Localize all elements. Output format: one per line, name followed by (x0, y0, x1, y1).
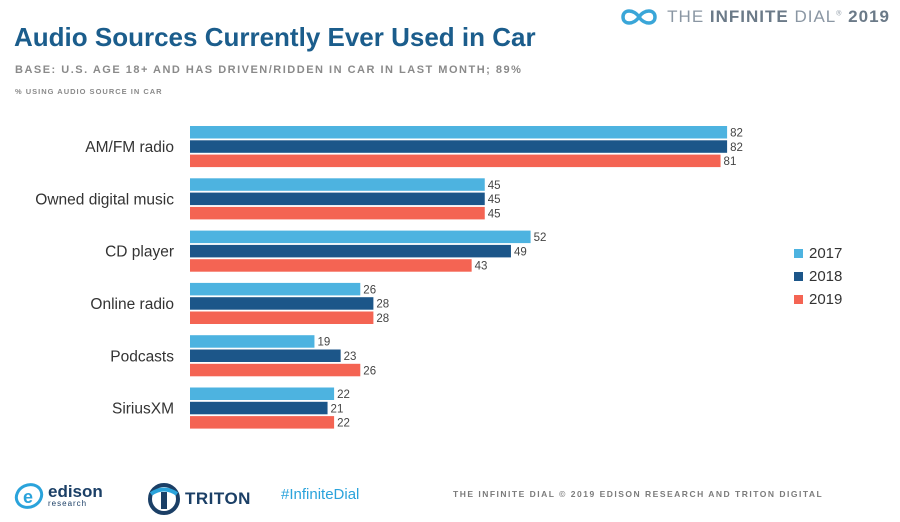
bar-am-fm-radio-2019 (190, 154, 721, 168)
legend-item-2017: 2017 (794, 245, 842, 262)
data-label-siriusxm-2018: 21 (331, 403, 344, 415)
bar-podcasts-2017 (190, 335, 315, 348)
data-label-owned-digital-music-2017: 45 (488, 180, 501, 192)
triton-logo: TRITON (147, 482, 251, 516)
data-label-online-radio-2019: 28 (376, 313, 389, 325)
category-label-owned-digital-music: Owned digital music (35, 191, 174, 208)
category-label-cd-player: CD player (105, 244, 174, 261)
triton-name: TRITON (185, 489, 251, 508)
data-label-am-fm-radio-2018: 82 (730, 142, 743, 154)
edison-sub: research (48, 498, 88, 508)
infinity-icon (621, 9, 657, 25)
chart-title: Audio Sources Currently Ever Used in Car (14, 22, 536, 52)
legend-label-2018: 2018 (809, 268, 843, 285)
category-label-am-fm-radio: AM/FM radio (85, 139, 174, 156)
edison-e-icon: e (14, 483, 44, 509)
copyright: THE INFINITE DIAL © 2019 EDISON RESEARCH… (453, 489, 824, 499)
bar-online-radio-2017 (190, 282, 361, 296)
edison-logo: e edison research (14, 478, 103, 512)
data-label-cd-player-2017: 52 (534, 232, 547, 244)
chart-note: % USING AUDIO SOURCE IN CAR (15, 87, 163, 96)
data-label-owned-digital-music-2018: 45 (488, 194, 501, 206)
legend-swatch-2017 (794, 249, 803, 258)
bar-owned-digital-music-2019 (190, 206, 485, 220)
bar-online-radio-2019 (190, 311, 374, 324)
data-label-online-radio-2017: 26 (363, 284, 376, 296)
bar-chart: AM/FM radio 82 82 81 Owned digital music 45 45… (35, 126, 743, 430)
data-label-online-radio-2018: 28 (376, 299, 389, 311)
bar-cd-player-2019 (190, 259, 472, 272)
bar-online-radio-2018 (190, 297, 374, 310)
brand-logo: THE INFINITE DIAL® 2019 (619, 6, 890, 28)
category-label-podcasts: Podcasts (110, 348, 174, 365)
bar-cd-player-2017 (190, 230, 531, 244)
footer: e edison research TRITON #InfiniteDial T… (0, 470, 900, 522)
bar-siriusxm-2017 (190, 387, 335, 400)
brand-highlight: INFINITE (709, 7, 789, 26)
triton-icon (148, 483, 180, 515)
svg-text:e: e (23, 487, 33, 507)
bar-podcasts-2018 (190, 349, 341, 362)
category-label-online-radio: Online radio (90, 296, 174, 313)
chart-subtitle: BASE: U.S. AGE 18+ AND HAS DRIVEN/RIDDEN… (15, 64, 523, 76)
data-label-owned-digital-music-2019: 45 (488, 208, 501, 220)
legend-item-2018: 2018 (794, 268, 842, 285)
category-label-siriusxm: SiriusXM (112, 401, 174, 418)
brand-suffix: DIAL (794, 7, 837, 26)
legend-swatch-2018 (794, 272, 803, 281)
brand-year: 2019 (848, 7, 890, 26)
brand-prefix: THE (667, 7, 705, 26)
bar-owned-digital-music-2017 (190, 178, 485, 191)
data-label-am-fm-radio-2017: 82 (730, 128, 743, 140)
data-label-podcasts-2017: 19 (317, 337, 330, 349)
bar-cd-player-2018 (190, 244, 511, 258)
bar-siriusxm-2019 (190, 416, 335, 429)
data-label-siriusxm-2019: 22 (337, 418, 350, 430)
bar-owned-digital-music-2018 (190, 192, 485, 206)
data-label-podcasts-2018: 23 (344, 351, 357, 363)
data-label-siriusxm-2017: 22 (337, 389, 350, 401)
edison-name: edison (48, 481, 103, 501)
legend-swatch-2019 (794, 295, 803, 304)
bar-am-fm-radio-2018 (190, 140, 728, 153)
data-label-am-fm-radio-2019: 81 (724, 156, 737, 168)
brand-name: THE INFINITE DIAL® 2019 (667, 7, 890, 26)
legend-label-2017: 2017 (809, 245, 843, 262)
bar-am-fm-radio-2017 (190, 126, 728, 139)
bar-podcasts-2019 (190, 363, 361, 377)
legend-item-2019: 2019 (794, 291, 842, 308)
data-label-cd-player-2019: 43 (475, 261, 488, 273)
chart-legend: 2017 2018 2019 (794, 245, 842, 314)
hashtag: #InfiniteDial (281, 486, 360, 503)
bar-siriusxm-2018 (190, 401, 328, 415)
data-label-podcasts-2019: 26 (363, 365, 376, 377)
legend-label-2019: 2019 (809, 291, 843, 308)
data-label-cd-player-2018: 49 (514, 246, 527, 258)
